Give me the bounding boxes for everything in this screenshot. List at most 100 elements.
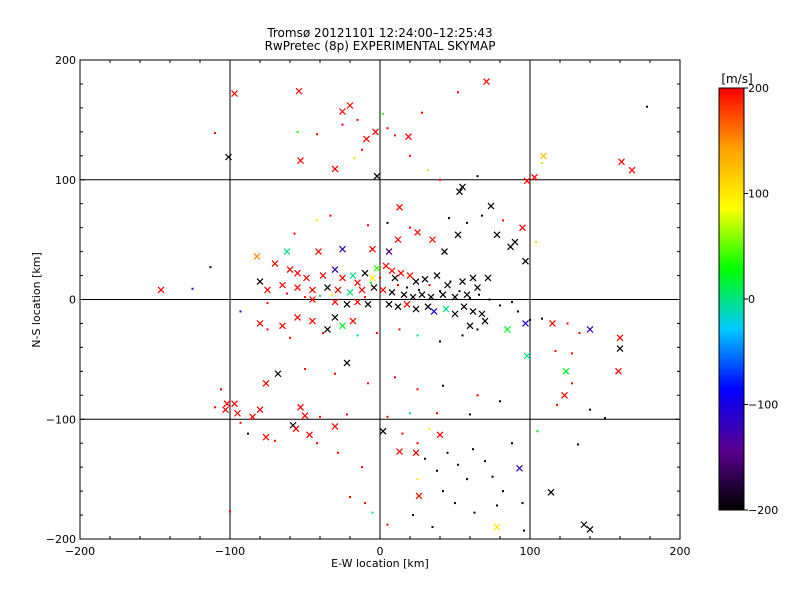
data-point-cross xyxy=(309,286,316,294)
data-point-cross xyxy=(339,274,346,282)
data-point-dot xyxy=(646,105,648,108)
data-point-cross xyxy=(531,173,538,181)
x-tick-label: 100 xyxy=(520,545,541,558)
data-point-dot xyxy=(386,127,389,130)
data-point-cross xyxy=(279,322,286,330)
data-point-cross xyxy=(561,391,568,399)
data-point-cross xyxy=(385,300,393,308)
data-point-cross xyxy=(256,320,264,327)
data-point-dot xyxy=(376,332,378,335)
data-point-dot xyxy=(466,478,468,481)
data-point-cross xyxy=(309,317,316,325)
data-point-dot xyxy=(436,412,438,415)
data-point-cross xyxy=(504,326,511,333)
data-point-cross xyxy=(616,334,624,342)
data-point-cross xyxy=(369,274,376,282)
data-point-cross xyxy=(427,293,435,301)
y-tick-label: 0 xyxy=(69,294,76,307)
data-point-cross xyxy=(429,236,436,244)
data-point-cross xyxy=(306,431,313,439)
data-point-dot xyxy=(454,502,456,505)
data-point-dot xyxy=(316,133,318,136)
data-point-dot xyxy=(296,130,299,133)
data-point-dot xyxy=(364,502,366,505)
data-points xyxy=(157,78,648,533)
data-point-dot xyxy=(481,214,483,217)
data-point-dot xyxy=(466,221,468,224)
data-point-dot xyxy=(289,336,291,339)
x-tick-label: 200 xyxy=(670,545,691,558)
data-point-cross xyxy=(516,464,523,472)
data-point-cross xyxy=(454,231,462,239)
data-point-cross xyxy=(628,166,636,174)
data-point-dot xyxy=(337,451,339,454)
data-point-dot xyxy=(418,288,420,291)
data-point-cross xyxy=(286,266,294,273)
data-point-dot xyxy=(356,118,359,121)
data-point-cross xyxy=(460,303,468,311)
data-point-cross xyxy=(339,322,346,330)
colorbar xyxy=(718,87,745,511)
data-point-dot xyxy=(571,352,573,355)
data-point-dot xyxy=(239,421,242,424)
data-point-dot xyxy=(436,469,438,472)
data-point-cross xyxy=(396,448,403,456)
data-point-cross xyxy=(331,165,339,173)
data-point-dot xyxy=(457,91,459,94)
data-point-dot xyxy=(511,442,513,445)
data-point-dot xyxy=(409,412,411,415)
data-point-dot xyxy=(353,157,356,160)
data-point-cross xyxy=(256,406,264,414)
data-point-dot xyxy=(488,298,491,301)
data-point-cross xyxy=(394,236,402,244)
data-point-dot xyxy=(412,514,414,517)
data-point-dot xyxy=(416,388,419,391)
data-point-dot xyxy=(304,296,306,299)
data-point-cross xyxy=(369,245,376,253)
data-point-cross xyxy=(540,152,547,160)
data-point-dot xyxy=(266,328,269,331)
x-tick-label: 0 xyxy=(377,545,384,558)
data-point-cross xyxy=(319,272,327,279)
data-point-cross xyxy=(223,400,231,408)
data-point-cross xyxy=(478,310,486,318)
data-point-cross xyxy=(249,413,256,421)
data-point-cross xyxy=(343,359,351,367)
data-point-dot xyxy=(604,417,606,420)
data-point-cross xyxy=(331,423,339,430)
data-point-cross xyxy=(451,310,459,318)
data-point-cross xyxy=(616,345,624,353)
data-point-dot xyxy=(247,432,249,435)
data-point-cross xyxy=(405,133,412,141)
data-point-dot xyxy=(442,490,444,493)
data-point-cross xyxy=(481,317,489,325)
data-point-cross xyxy=(483,78,490,85)
data-point-cross xyxy=(262,433,270,441)
colorbar-tick-label: 200 xyxy=(748,82,769,95)
data-point-cross xyxy=(493,231,501,239)
data-point-dot xyxy=(461,334,464,337)
data-point-dot xyxy=(469,413,471,416)
data-point-dot xyxy=(448,217,450,220)
data-point-dot xyxy=(382,112,384,115)
data-point-cross xyxy=(474,284,481,291)
data-point-cross xyxy=(283,248,291,256)
data-point-dot xyxy=(521,502,524,505)
y-tick-label: −200 xyxy=(46,533,76,546)
data-point-cross xyxy=(294,269,301,277)
data-point-cross xyxy=(225,153,232,161)
data-point-cross xyxy=(264,286,271,294)
data-point-cross xyxy=(549,320,556,327)
data-point-cross xyxy=(334,286,342,294)
data-point-cross xyxy=(382,262,390,270)
x-tick-label: −200 xyxy=(65,545,95,558)
data-point-cross xyxy=(222,406,229,414)
data-point-dot xyxy=(361,466,363,469)
axis-ticks xyxy=(79,59,681,540)
data-point-cross xyxy=(363,135,370,143)
data-point-cross xyxy=(271,260,279,267)
data-point-cross xyxy=(430,308,438,315)
data-point-cross xyxy=(349,317,357,325)
data-point-cross xyxy=(414,229,421,236)
